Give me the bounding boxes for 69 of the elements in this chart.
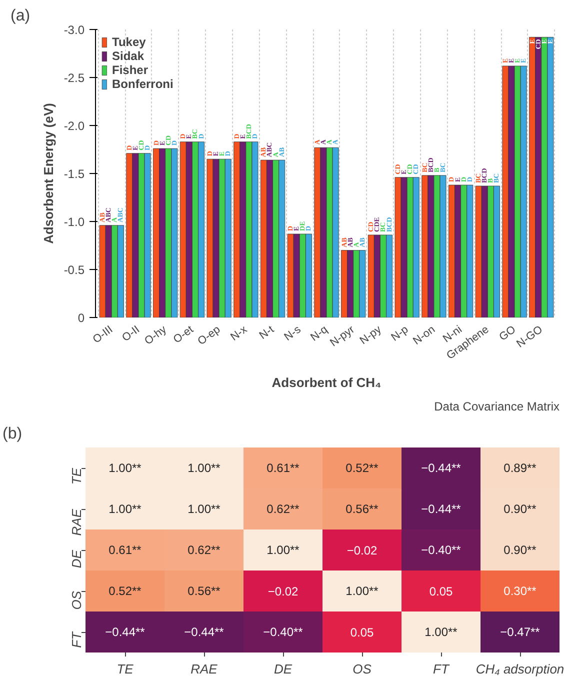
data-label: −0.40** <box>421 543 462 557</box>
y-tick-label: -2.0 <box>64 119 85 133</box>
data-label: 1.00** <box>266 543 300 557</box>
data-label: 1.00** <box>424 625 458 639</box>
x-tick-label: O-hy <box>142 323 170 348</box>
y-tick-label: RAE <box>69 508 84 536</box>
data-label: 1.00** <box>108 502 142 516</box>
data-label: 0.52** <box>346 461 379 475</box>
text: (b) <box>2 426 22 442</box>
x-tick-label: TE <box>116 662 134 676</box>
data-label: 1.00** <box>346 584 379 598</box>
y-tick-label: -3.0 <box>64 23 85 37</box>
x-tick-label: O-et <box>171 324 196 346</box>
x-tick-label: N-py <box>358 323 384 348</box>
data-label: −0.44** <box>421 461 462 475</box>
data-label: 1.00** <box>188 502 221 516</box>
y-tick-label: 0 <box>78 311 85 325</box>
data-label: −0.02 <box>346 544 378 558</box>
data-label: −0.47** <box>500 625 540 639</box>
data-label: 1.00** <box>108 461 142 475</box>
data-label: 0.30** <box>504 584 537 598</box>
legend-label: Bonferroni <box>112 77 174 91</box>
x-tick-label: O-ep <box>196 324 223 348</box>
data-label: −0.44** <box>105 625 146 639</box>
data-label: 0.56** <box>346 502 379 516</box>
legend-label: Tukey <box>112 35 146 49</box>
x-tick-label: OS <box>352 662 372 676</box>
data-label: 0.05 <box>429 584 454 598</box>
y-axis-title: Adsorbent Energy (eV) <box>40 103 56 244</box>
data-label: 0.90** <box>504 543 537 557</box>
y-tick-label: TE <box>69 468 84 485</box>
y-tick-label: -1.5 <box>64 167 85 181</box>
data-label: 0.89** <box>504 461 537 475</box>
data-label: 0.05 <box>350 626 374 640</box>
data-label: −0.44** <box>184 625 224 639</box>
data-label: 0.52** <box>108 584 142 598</box>
data-label: 1.00** <box>188 461 221 475</box>
data-label: 0.61** <box>108 543 142 557</box>
data-label: −0.02 <box>268 584 299 598</box>
x-tick-label: O-III <box>90 324 116 346</box>
y-tick-label: -1.0 <box>64 215 85 229</box>
legend-label: Sidak <box>112 49 144 63</box>
data-label: 0.62** <box>188 543 221 557</box>
x-tick-label: N-p <box>389 324 411 344</box>
x-tick-label: N-s <box>282 323 304 344</box>
data-label: 0.56** <box>188 584 221 598</box>
y-tick-label: DE <box>69 550 84 568</box>
x-tick-label: N-x <box>228 323 250 344</box>
x-tick-label: FT <box>433 662 450 676</box>
text: (a) <box>10 8 30 24</box>
data-label: 0.90** <box>504 502 537 516</box>
x-tick-label: N-on <box>411 324 438 348</box>
x-tick-label: N-q <box>308 324 330 344</box>
data-label: −0.40** <box>263 625 304 639</box>
data-label: −0.44** <box>421 502 462 516</box>
x-tick-label: RAE <box>190 662 218 676</box>
x-axis-title: Adsorbent of CH₄ <box>272 374 382 390</box>
x-tick-label: CH₄ adsorption <box>476 662 564 676</box>
y-tick-label: -0.5 <box>64 263 85 277</box>
data-label: 0.62** <box>266 502 300 516</box>
x-tick-label: O-II <box>120 324 142 344</box>
y-tick-label: FT <box>69 630 84 648</box>
y-tick-label: OS <box>69 590 84 610</box>
data-label: 0.61** <box>266 461 300 475</box>
x-tick-label: N-t <box>257 324 276 342</box>
y-tick-label: -2.5 <box>64 71 85 85</box>
chart-title: Data Covariance Matrix <box>434 400 560 414</box>
x-tick-label: DE <box>274 662 292 676</box>
legend-label: Fisher <box>112 63 148 77</box>
